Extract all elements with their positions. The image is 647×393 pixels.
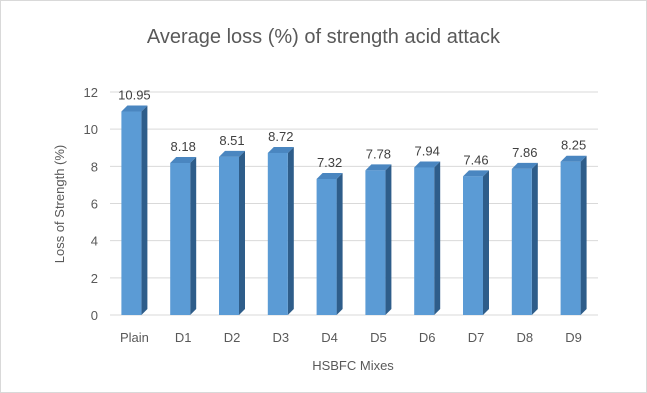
x-axis-title: HSBFC Mixes <box>312 358 394 373</box>
x-tick-label: D1 <box>175 330 192 345</box>
x-tick-label: D7 <box>468 330 485 345</box>
data-label: 8.25 <box>561 138 586 153</box>
y-axis-ticks: 0 2 4 6 8 10 12 <box>84 85 98 323</box>
bar-front <box>316 178 337 315</box>
x-tick-label: D4 <box>321 330 338 345</box>
bar-top <box>414 161 441 168</box>
x-axis-ticks: Plain D1 D2 D3 D4 D5 D6 D7 D8 D9 <box>120 330 582 345</box>
x-tick-label: D6 <box>419 330 436 345</box>
y-tick-label: 2 <box>91 271 98 286</box>
bar-top <box>463 170 489 177</box>
y-tick-label: 6 <box>91 197 98 212</box>
chart-title: Average loss (%) of strength acid attack <box>146 26 501 48</box>
bar-front <box>365 170 386 315</box>
bar-side <box>531 162 538 315</box>
x-tick-label: D5 <box>370 330 387 345</box>
x-tick-label: D3 <box>272 330 289 345</box>
bar-front <box>219 156 239 315</box>
bar <box>365 164 392 315</box>
bar <box>267 146 294 315</box>
bar <box>219 150 245 315</box>
data-label: 7.46 <box>463 152 488 167</box>
bar-top <box>170 156 197 163</box>
x-tick-label: D8 <box>516 330 533 345</box>
bar-side <box>239 150 245 315</box>
y-tick-label: 4 <box>91 234 98 249</box>
bar-side <box>385 164 392 315</box>
y-axis-title: Loss of Strength (%) <box>52 145 67 264</box>
bar <box>170 156 197 315</box>
data-label: 7.94 <box>415 143 440 158</box>
bar-side <box>434 161 441 315</box>
data-labels: 10.95 8.18 8.51 8.72 7.32 7.78 7.94 7.46 7.86 8.2… <box>118 88 586 170</box>
data-label: 8.72 <box>268 129 293 144</box>
bar-top <box>121 105 148 112</box>
bar-side <box>141 105 148 315</box>
bar-top <box>560 155 587 162</box>
y-tick-label: 8 <box>91 159 98 174</box>
bar <box>511 162 538 315</box>
x-tick-label: D2 <box>224 330 241 345</box>
bar-top <box>219 150 245 157</box>
bar <box>560 155 587 315</box>
bar-side <box>483 170 489 315</box>
bars <box>121 105 587 315</box>
bar-front <box>463 176 483 315</box>
data-label: 8.18 <box>171 139 196 154</box>
data-label: 7.32 <box>317 155 342 170</box>
bar <box>414 161 441 315</box>
data-label: 10.95 <box>118 88 151 103</box>
bar-front <box>414 167 435 315</box>
data-label: 7.78 <box>366 146 391 161</box>
data-label: 8.51 <box>219 133 244 148</box>
bar-front <box>560 161 581 315</box>
bar-front <box>170 162 191 315</box>
bar-side <box>287 146 294 315</box>
bar-front <box>511 168 532 315</box>
y-tick-label: 10 <box>84 122 98 137</box>
x-tick-label: Plain <box>120 330 149 345</box>
bar <box>121 105 148 315</box>
bar <box>316 172 343 315</box>
bar-top <box>316 172 343 179</box>
bar-top <box>365 164 392 171</box>
bar-front <box>267 152 288 315</box>
bar <box>463 170 489 315</box>
data-label: 7.86 <box>512 145 537 160</box>
bar-side <box>190 156 197 315</box>
bar-side <box>336 172 343 315</box>
x-tick-label: D9 <box>565 330 582 345</box>
y-tick-label: 0 <box>91 308 98 323</box>
y-tick-label: 12 <box>84 85 98 100</box>
bar-top <box>511 162 538 169</box>
bar-front <box>121 111 142 315</box>
bar-side <box>580 155 587 315</box>
bar-top <box>267 146 294 153</box>
